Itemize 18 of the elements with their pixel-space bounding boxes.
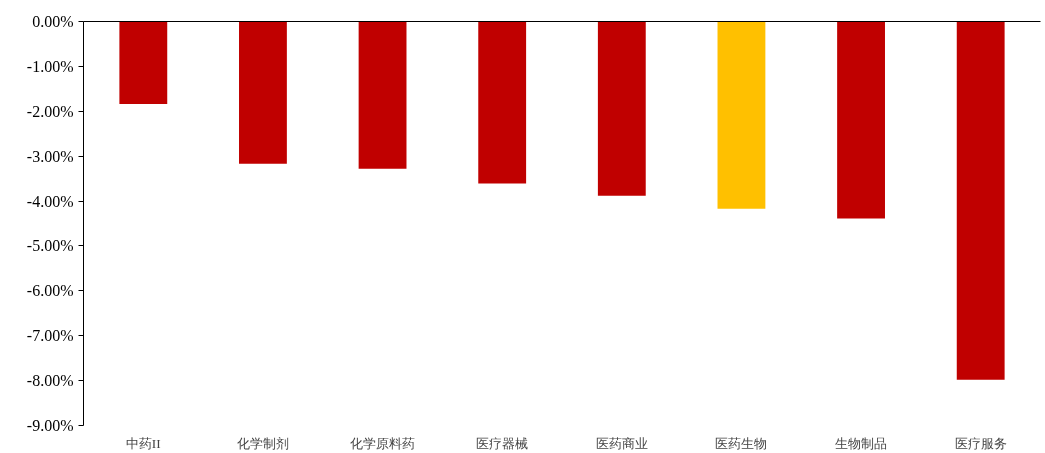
y-tick-label: -8.00% [26,372,74,390]
x-tick-label: 生物制品 [835,435,888,451]
x-tick-label: 化学制剂 [236,435,289,451]
x-tick-label: 医疗服务 [954,435,1007,451]
y-tick-label: -5.00% [26,237,74,255]
x-tick-label: 中药II [125,435,161,451]
y-tick-label: 0.00% [32,13,74,30]
y-tick-label: -6.00% [26,282,74,300]
y-tick-label: -4.00% [26,192,74,210]
y-tick-label: -9.00% [26,417,74,434]
x-tick-label: 医疗器械 [476,435,529,451]
x-tick-label: 化学原料药 [350,435,416,451]
y-tick-label: -1.00% [26,57,74,75]
y-tick-label: -3.00% [26,147,74,165]
x-tick-label: 医药生物 [715,435,768,451]
x-tick-label: 医药商业 [595,435,648,451]
y-tick-label: -2.00% [26,102,74,120]
y-tick-label: -7.00% [26,327,74,345]
